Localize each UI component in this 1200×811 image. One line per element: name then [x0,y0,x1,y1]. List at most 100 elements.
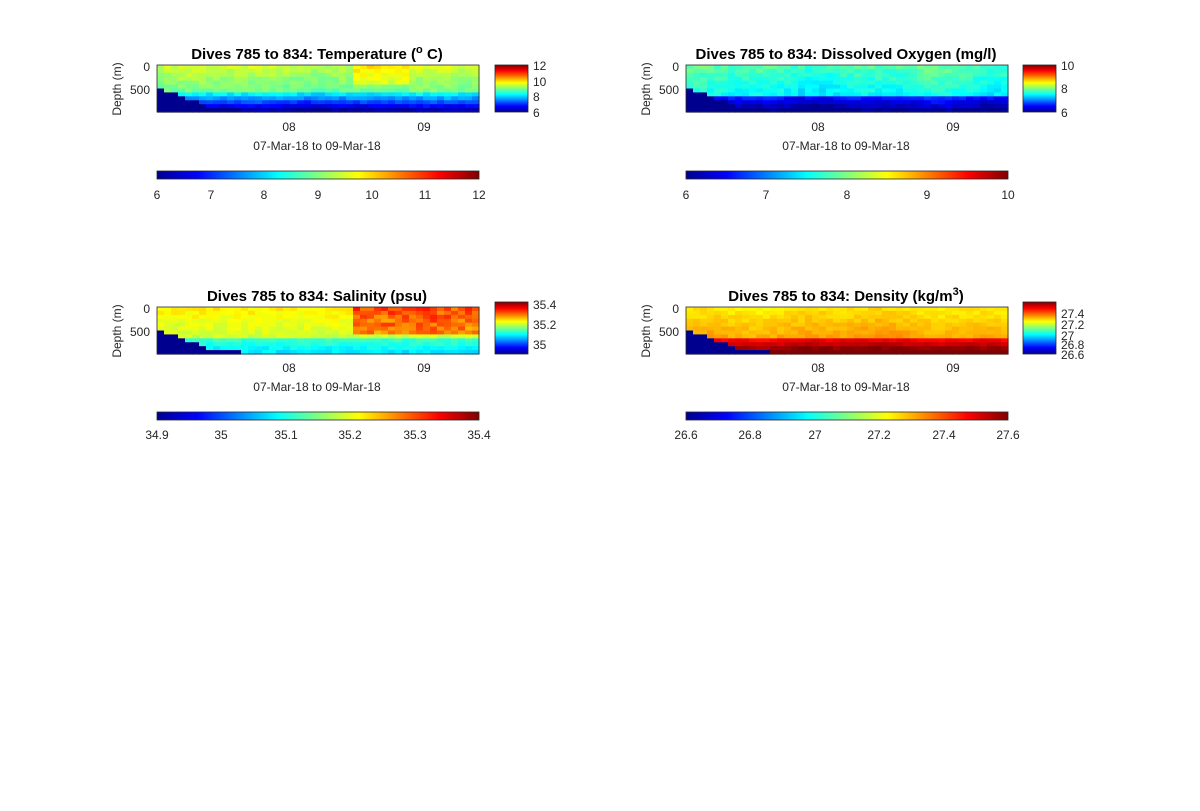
heatmap-cell [297,88,305,94]
heatmap-cell [332,72,340,78]
heatmap-cell [770,104,778,109]
heatmap-cell [402,310,410,316]
heatmap-cell [311,104,319,109]
heatmap-cell [945,65,953,70]
heatmap-cell [861,96,869,101]
heatmap-cell [910,310,918,316]
heatmap-cell [199,350,207,355]
heatmap-cell [192,104,200,109]
heatmap-cell [297,108,305,113]
heatmap-cell [339,326,347,332]
heatmap-cell [430,342,438,347]
heatmap-cell [735,338,743,343]
heatmap-cell [262,96,270,101]
heatmap-cell [952,68,960,74]
heatmap-cell [381,68,389,74]
heatmap-cell [171,350,179,355]
heatmap-cell [276,84,284,90]
heatmap-cell [889,68,897,74]
heatmap-cell [735,334,743,339]
heatmap-cell [966,342,974,347]
heatmap-cell [185,307,193,312]
heatmap-cell [185,322,193,328]
heatmap-cell [735,100,743,105]
heatmap-cell [973,346,981,351]
heatmap-cell [444,338,452,343]
heatmap-cell [903,314,911,320]
heatmap-cell [882,92,890,97]
heatmap-cell [339,96,347,101]
heatmap-cell [987,338,995,343]
heatmap-cell [875,330,883,336]
heatmap-cell [241,88,249,94]
heatmap-cell [791,310,799,316]
heatmap-cell [206,108,214,113]
heatmap-cell [409,84,417,90]
density-cbar-right-tick-27.4: 27.4 [1061,307,1085,321]
heatmap-cell [437,338,445,343]
heatmap-cell [868,314,876,320]
heatmap-cell [910,314,918,320]
heatmap-cell [854,72,862,78]
heatmap-cell [290,65,298,70]
heatmap-cell [262,84,270,90]
heatmap-cell [325,80,333,86]
heatmap-cell [742,318,750,324]
heatmap-cell [840,334,848,339]
heatmap-cell [367,310,375,316]
heatmap-cell [297,350,305,355]
temperature-heatmap [157,65,480,113]
heatmap-cell [248,68,256,74]
heatmap-cell [213,350,221,355]
heatmap-cell [283,338,291,343]
heatmap-cell [896,65,904,70]
heatmap-cell [255,84,263,90]
heatmap-cell [847,338,855,343]
heatmap-cell [735,310,743,316]
heatmap-cell [791,65,799,70]
density-heatmap [686,307,1009,355]
heatmap-cell [269,346,277,351]
heatmap-cell [472,334,480,339]
heatmap-cell [777,334,785,339]
heatmap-cell [903,92,911,97]
heatmap-cell [707,342,715,347]
heatmap-cell [451,100,459,105]
heatmap-cell [311,330,319,336]
heatmap-cell [826,322,834,328]
heatmap-cell [784,330,792,336]
heatmap-cell [318,76,326,82]
heatmap-cell [269,88,277,94]
heatmap-cell [402,92,410,97]
heatmap-cell [185,318,193,324]
heatmap-cell [416,100,424,105]
heatmap-cell [861,104,869,109]
heatmap-cell [164,72,172,78]
heatmap-cell [325,65,333,70]
heatmap-cell [1001,322,1009,328]
heatmap-cell [444,342,452,347]
heatmap-cell [311,322,319,328]
heatmap-cell [423,350,431,355]
temperature-plot-frame [156,64,480,113]
heatmap-cell [763,338,771,343]
heatmap-cell [465,346,473,351]
heatmap-cell [472,68,480,74]
heatmap-cell [728,330,736,336]
salinity-cbar-tick-35.3: 35.3 [403,428,427,442]
heatmap-cell [875,84,883,90]
heatmap-cell [987,76,995,82]
heatmap-cell [220,342,228,347]
heatmap-cell [980,96,988,101]
heatmap-cell [847,104,855,109]
heatmap-cell [693,104,701,109]
heatmap-cell [994,65,1002,70]
heatmap-cell [262,80,270,86]
heatmap-cell [749,307,757,312]
heatmap-cell [374,350,382,355]
heatmap-cell [973,307,981,312]
heatmap-cell [735,68,743,74]
heatmap-cell [973,314,981,320]
heatmap-cell [896,334,904,339]
heatmap-cell [833,96,841,101]
